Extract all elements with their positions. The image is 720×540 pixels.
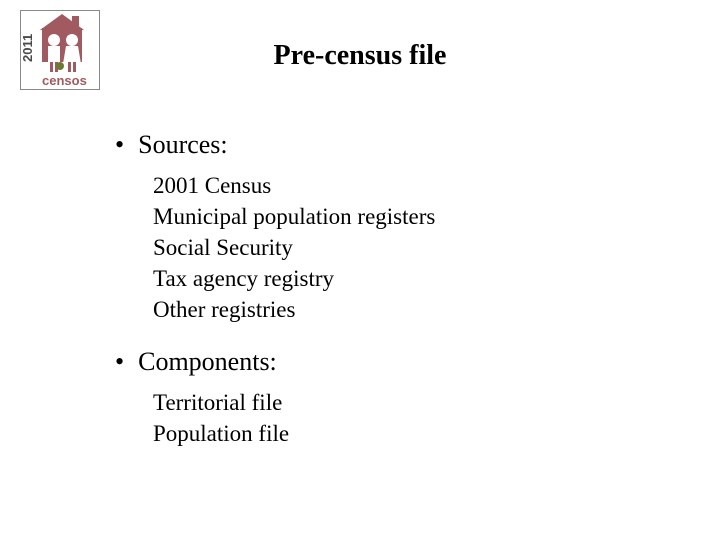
bullet-components: • Components: — [115, 347, 655, 377]
list-item: Population file — [153, 418, 655, 449]
bullet-marker: • — [115, 349, 124, 375]
list-item: Municipal population registers — [153, 201, 655, 232]
bullet-label-components: Components: — [138, 347, 277, 377]
list-item: 2001 Census — [153, 170, 655, 201]
svg-text:censos: censos — [42, 73, 87, 88]
slide-title: Pre-census file — [0, 40, 720, 72]
sources-list: 2001 Census Municipal population registe… — [153, 170, 655, 325]
bullet-label-sources: Sources: — [138, 130, 228, 160]
list-item: Other registries — [153, 294, 655, 325]
components-list: Territorial file Population file — [153, 387, 655, 449]
bullet-sources: • Sources: — [115, 130, 655, 160]
list-item: Social Security — [153, 232, 655, 263]
bullet-marker: • — [115, 132, 124, 158]
list-item: Territorial file — [153, 387, 655, 418]
slide-content: • Sources: 2001 Census Municipal populat… — [115, 130, 655, 471]
list-item: Tax agency registry — [153, 263, 655, 294]
